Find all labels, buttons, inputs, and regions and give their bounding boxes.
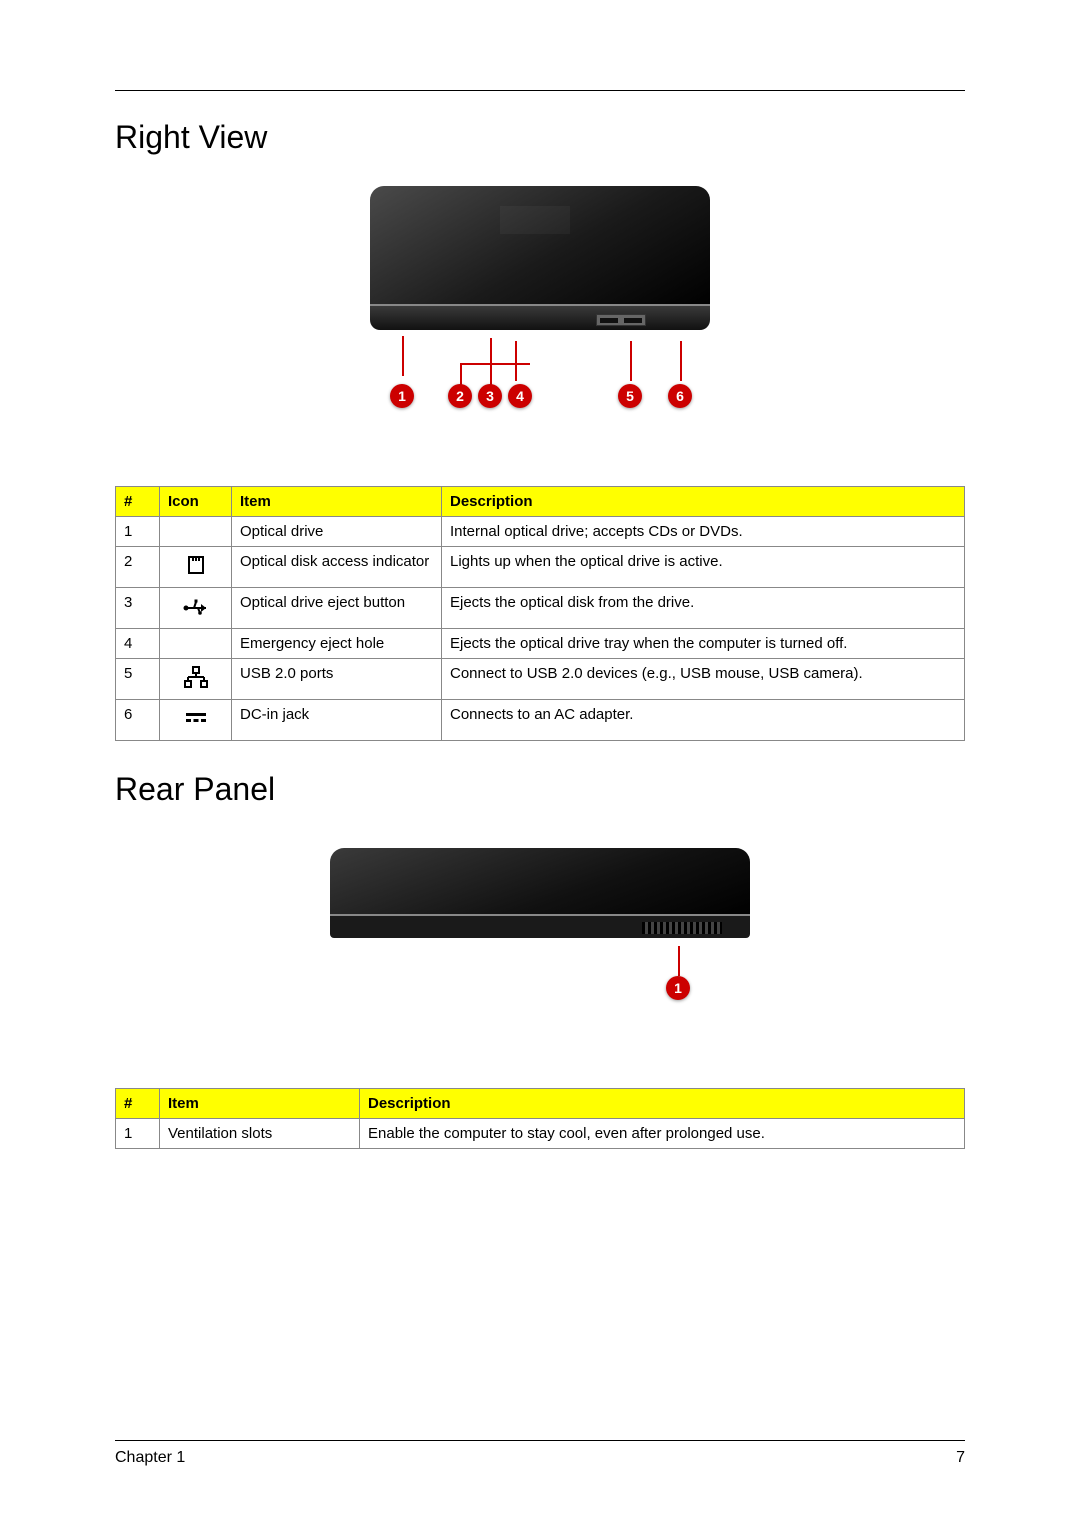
top-rule — [115, 90, 965, 91]
callout-badge-4: 4 — [508, 384, 532, 408]
laptop-right-illustration: 1 2 3 4 5 6 — [320, 176, 760, 456]
heading-right-view: Right View — [115, 119, 965, 156]
th-desc: Description — [442, 487, 965, 517]
table-row: 1 Ventilation slots Enable the computer … — [116, 1119, 965, 1149]
usb-hub-icon — [160, 659, 232, 700]
heading-rear-panel: Rear Panel — [115, 771, 965, 808]
th-item: Item — [232, 487, 442, 517]
th-icon: Icon — [160, 487, 232, 517]
page-footer: Chapter 1 7 — [115, 1440, 965, 1467]
icon-cell — [160, 629, 232, 659]
footer-page-number: 7 — [956, 1449, 965, 1467]
callout-badge-6: 6 — [668, 384, 692, 408]
table-row: 5 USB 2.0 ports Connect to USB 2.0 devic… — [116, 659, 965, 700]
table-right-view: # Icon Item Description 1 Optical drive … — [115, 486, 965, 741]
th-desc: Description — [360, 1089, 965, 1119]
laptop-rear-illustration: 1 — [290, 828, 790, 1058]
table-row: 1 Optical drive Internal optical drive; … — [116, 517, 965, 547]
figure-rear-panel: 1 — [115, 828, 965, 1058]
icon-cell — [160, 517, 232, 547]
footer-chapter: Chapter 1 — [115, 1449, 185, 1467]
th-num: # — [116, 487, 160, 517]
table-row: 4 Emergency eject hole Ejects the optica… — [116, 629, 965, 659]
table-row: 3 Optical drive eject button Ejects the … — [116, 588, 965, 629]
callout-badge-5: 5 — [618, 384, 642, 408]
th-num: # — [116, 1089, 160, 1119]
table-row: 6 DC-in jack Connects to an AC adapter. — [116, 700, 965, 741]
callout-badge-3: 3 — [478, 384, 502, 408]
table-row: 2 Optical disk access indicator Lights u… — [116, 547, 965, 588]
table-rear-panel: # Item Description 1 Ventilation slots E… — [115, 1088, 965, 1149]
dc-in-icon — [160, 700, 232, 741]
figure-right-view: 1 2 3 4 5 6 — [115, 176, 965, 456]
usb-eject-icon — [160, 588, 232, 629]
th-item: Item — [160, 1089, 360, 1119]
callout-badge-1: 1 — [390, 384, 414, 408]
callout-badge-1: 1 — [666, 976, 690, 1000]
callout-badge-2: 2 — [448, 384, 472, 408]
disk-access-icon — [160, 547, 232, 588]
